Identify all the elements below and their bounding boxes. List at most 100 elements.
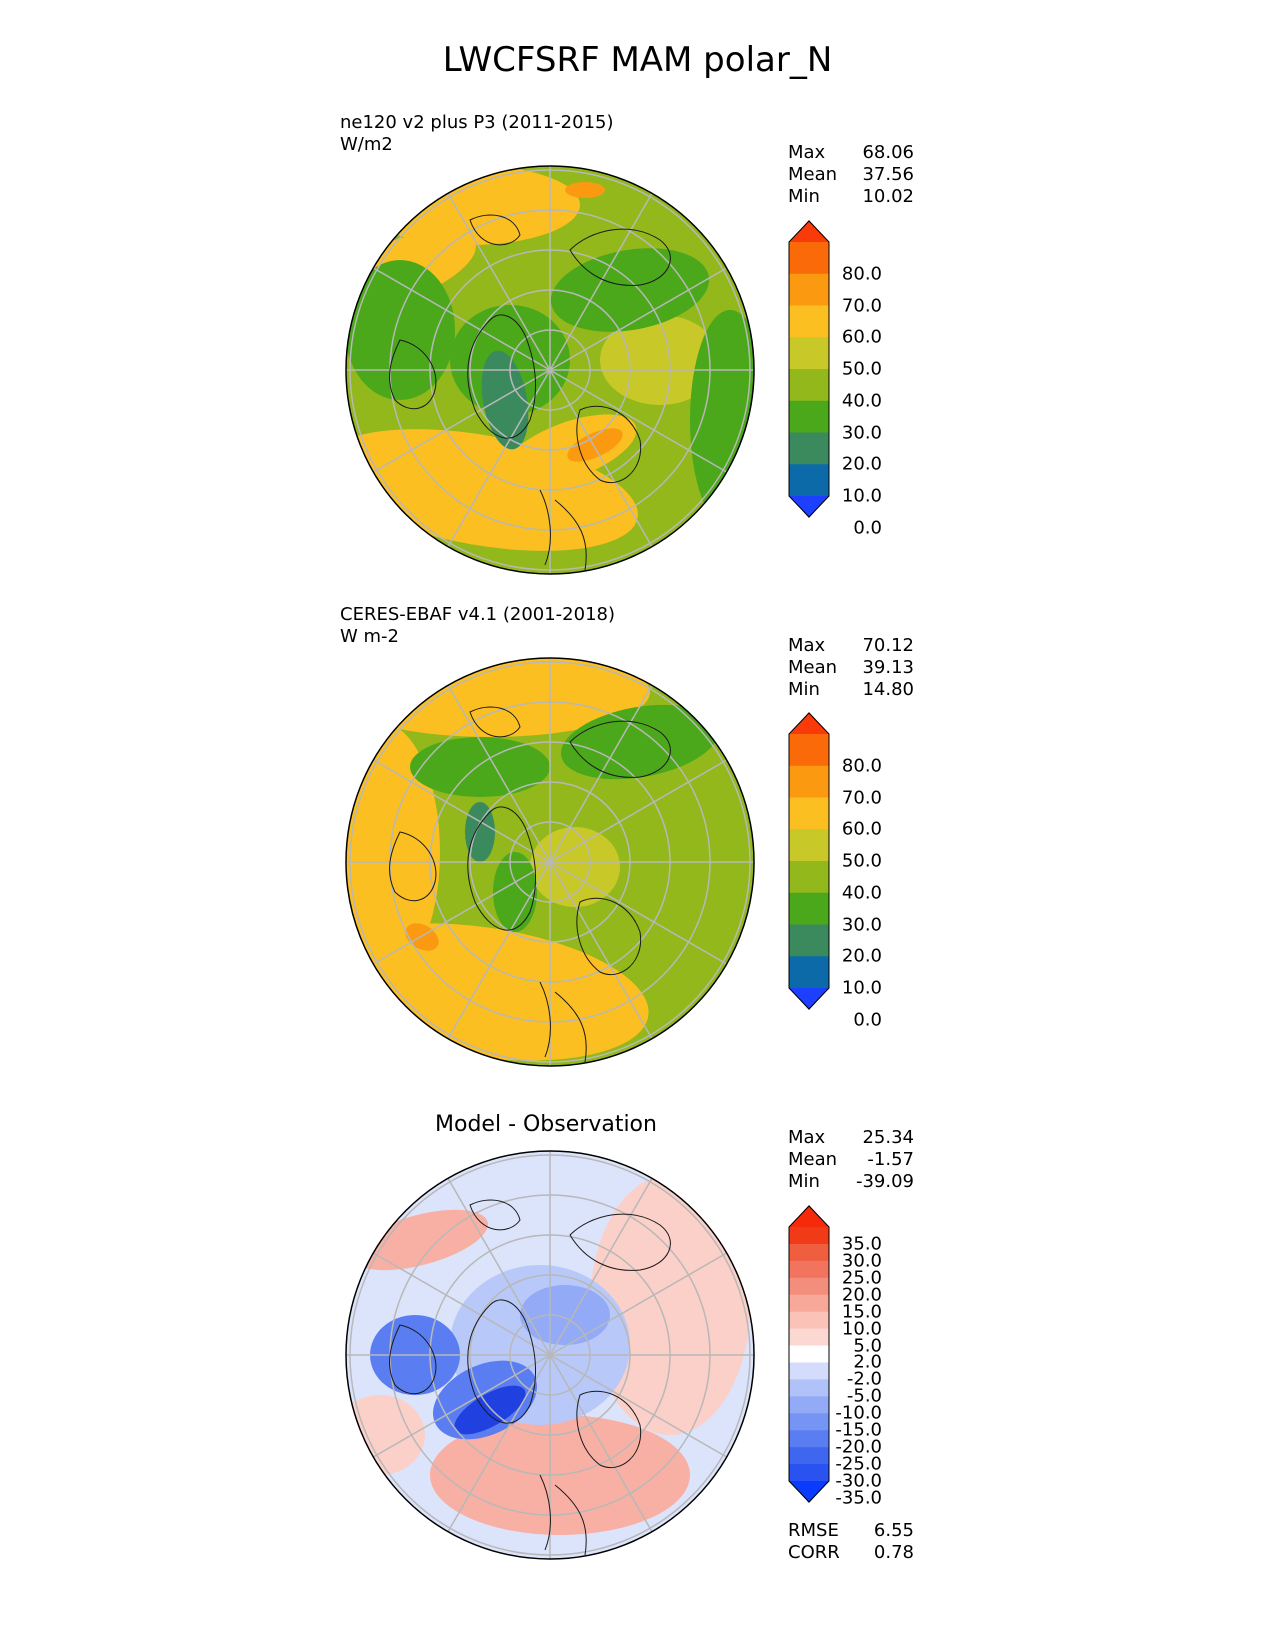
meridian-line [549,756,733,863]
field-high [360,166,580,245]
colorbar-tick-label: 25.0 [841,1267,882,1289]
panel-ref-title: CERES-EBAF v4.1 (2001-2018) W m-2 [340,604,615,648]
field-positive [352,1209,488,1271]
colorbar-segment [789,1311,829,1330]
colorbar-segment [789,1379,829,1397]
colorbar-extend-top [789,712,829,734]
meridian-line [444,369,551,553]
colorbar-tick-label: 60.0 [841,326,882,348]
field-lowest [481,350,529,450]
field-peak [565,182,605,198]
panel-test-title: ne120 v2 plus P3 (2011-2015) W/m2 [340,112,614,156]
coastline [467,1299,536,1424]
metric-rmse: RMSE 6.55 [788,1520,914,1541]
meridian-line [549,861,656,1045]
colorbar-segment [789,1227,829,1245]
panel-test-units: W/m2 [340,134,393,155]
meridian-line [367,861,551,968]
stat-min: Min -39.09 [788,1171,914,1192]
colorbar-segment [789,1447,829,1465]
colorbar-tick-label: -5.0 [846,1385,882,1407]
colorbar-tick-label: 70.0 [841,787,882,808]
coastline [569,720,671,778]
colorbar-segment [789,1362,829,1380]
meridian-line [444,1172,551,1356]
colorbar-tick-label: -10.0 [835,1402,882,1424]
panel-ref-units: W m-2 [340,626,400,647]
colorbar-extend-top [789,220,829,242]
coastline [539,1474,587,1556]
colorbar-tick-label: -20.0 [835,1436,882,1458]
stat-mean: Mean 37.56 [788,164,914,185]
colorbar-segment [789,797,829,830]
colorbar-segment [789,432,829,465]
colorbar-tick-label: 70.0 [841,295,882,316]
colorbar-tick-label: 20.0 [841,945,882,967]
colorbar-segment [789,1243,829,1262]
colorbar-segment [789,1430,829,1448]
meridian-line [367,264,551,371]
metrics-difference: RMSE 6.55 CORR 0.78 [788,1520,914,1564]
colorbar-reference-labels: 80.0 70.0 60.0 50.0 40.0 30.0 20.0 10.0 0.0 [836,712,882,1030]
colorbar-segment [789,337,829,370]
meridian-line [444,1354,551,1538]
field-negative [520,1285,610,1345]
map-difference [345,1150,755,1560]
stats-reference: Max 70.12 Mean 39.13 Min 14.80 [788,635,914,701]
stat-min: Min 10.02 [788,186,914,207]
colorbar-tick-label: 50.0 [841,358,882,380]
colorbar-outline [788,712,830,1010]
colorbar-segment [789,1345,829,1363]
colorbar-tick-label: 30.0 [841,1250,882,1272]
colorbar-segment [789,861,829,894]
colorbar-segment [789,956,829,989]
colorbar-segment [789,242,829,275]
figure-title: LWCFSRF MAM polar_N [442,40,833,80]
coastline [389,831,437,902]
colorbar-segment [789,892,829,925]
colorbar-segment [789,305,829,338]
colorbar-tick-label: 20.0 [841,453,882,475]
colorbar-tick-label: 10.0 [841,1318,882,1340]
colorbar-outline [788,1205,830,1503]
colorbar-segment [789,1260,829,1279]
colorbar-segment [789,765,829,798]
colorbar-tick-label: -25.0 [835,1453,882,1475]
colorbar-segment [789,464,829,497]
colorbar-segment [789,1413,829,1431]
colorbar-tick-label: 5.0 [853,1335,882,1357]
colorbar-segment [789,1464,829,1482]
panel-diff-title: Model - Observation [435,1112,657,1137]
stats-difference: Max 25.34 Mean -1.57 Min -39.09 [788,1127,914,1193]
colorbar-tick-label: 40.0 [841,390,882,412]
field-strong-negative [454,1385,526,1435]
meridian-line [549,369,733,476]
meridian-line [367,756,551,863]
stat-max: Max 70.12 [788,635,914,656]
colorbar-tick-label: -2.0 [846,1368,882,1390]
stats-test: Max 68.06 Mean 37.56 Min 10.02 [788,142,914,208]
colorbar-tick-label: 30.0 [841,914,882,935]
coastline [539,981,587,1063]
field-low [346,260,455,400]
colorbar-tick-label: 15.0 [841,1301,882,1323]
field-mid [600,315,720,405]
coastline [576,1390,642,1469]
meridian-line [367,1354,551,1461]
colorbar-test-labels: 80.0 70.0 60.0 50.0 40.0 30.0 20.0 10.0 0.0 [836,220,882,538]
colorbar-segment [789,400,829,433]
colorbar-tick-label: 0.0 [853,1009,882,1031]
meridian-line [444,861,551,1045]
colorbar-tick-label: 60.0 [841,818,882,840]
colorbar-outline [788,220,830,518]
meridian-line [549,1354,733,1461]
meridian-line [549,861,733,968]
field-low [410,737,550,797]
colorbar-tick-label: 2.0 [853,1351,882,1373]
colorbar-segment [789,924,829,957]
meridian-line [444,679,551,863]
colorbar-tick-label: 35.0 [841,1233,882,1255]
colorbar-extend-top [789,1205,829,1227]
stat-max: Max 68.06 [788,142,914,163]
meridian-line [549,1354,656,1538]
